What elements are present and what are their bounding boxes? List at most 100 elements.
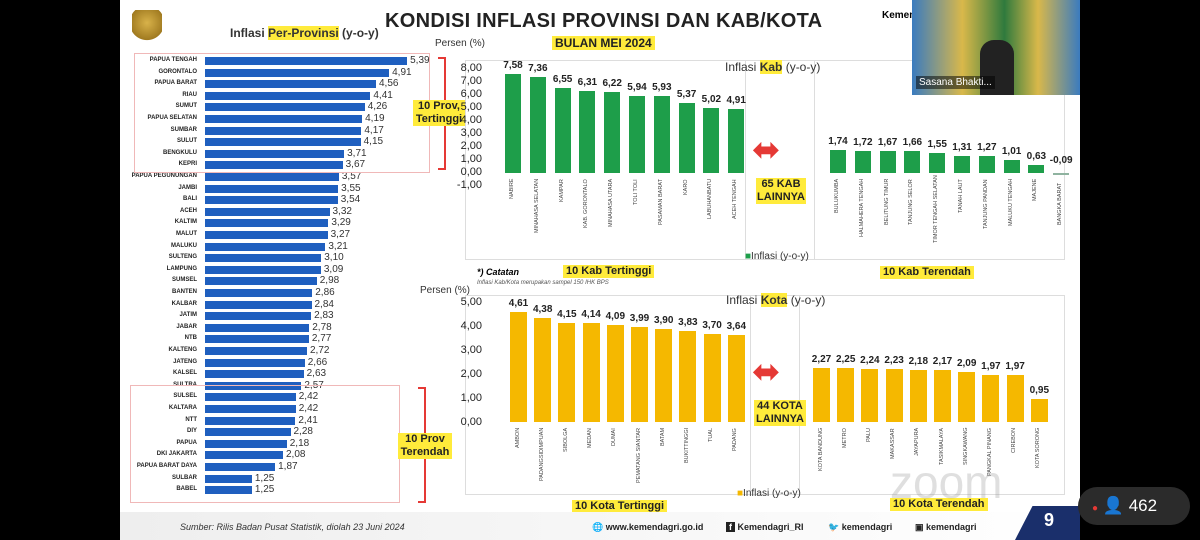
chart-bar [954,155,970,173]
chart-bar [703,107,720,173]
prov-value: 4,17 [364,124,384,136]
prov-label: DKI JAKARTA [156,451,197,458]
prov-label: KALSEL [173,370,197,377]
x-category-label: BUKITTINGGI [683,428,690,464]
y-tick-label: 7,00 [460,75,482,87]
bar-value-label: 3,64 [726,321,747,333]
prov-label: JAMBI [178,184,197,191]
kota-legend-text: Inflasi (y-o-y) [743,488,801,499]
prov-value: 3,54 [340,194,361,206]
chart-bar [728,109,745,173]
y-tick-label: 4,00 [460,320,482,332]
bar-value-label: 2,18 [908,356,929,368]
chart-bar [604,92,621,173]
chart-bar [631,327,648,422]
bar-value-label: 1,01 [1001,145,1022,157]
facebook-icon: f [726,522,735,532]
prov-bar [205,405,296,413]
bar-value-label: 5,37 [676,89,697,101]
prov-value: 2,83 [314,310,334,322]
note-title: *) Catatan [477,267,520,277]
prov-bar [205,358,305,367]
chart-bar [534,317,552,422]
bar-value-label: 4,14 [581,309,601,321]
page-subtitle: BULAN MEI 2024 [552,36,655,50]
footer-web[interactable]: 🌐 www.kemendagri.go.id [592,522,703,533]
prov-label: NTT [185,416,197,423]
chart-bar [653,95,670,173]
footer-web-text: www.kemendagri.go.id [605,522,704,532]
bar-value-label: 4,91 [726,95,746,107]
legend-swatch-icon: ■ [737,488,744,499]
prov-value: 3,09 [323,263,344,275]
y-tick-label: 0,00 [460,416,482,428]
prov-value: 2,72 [310,345,330,356]
prov-bar [205,149,345,158]
kab-double-arrow-icon: ⬌ [752,131,781,169]
bar-value-label: 4,38 [532,303,553,315]
y-tick-label: 1,00 [460,153,482,165]
x-category-label: METRO [841,428,848,448]
prov-label: KEPRI [178,161,197,168]
prov-label: PAPUA BARAT DAYA [136,463,197,469]
prov-bar [205,161,343,170]
prov-value: 3,71 [347,147,367,159]
chart-bar [885,368,903,422]
prov-label: JABAR [176,323,197,330]
y-tick-label: 3,00 [460,344,482,356]
prov-bar [205,196,338,205]
footer-tw-text: kemendagri [841,522,893,532]
prov-label: BENGKULU [163,149,197,156]
bar-value-label: 6,55 [552,73,573,85]
kab-bottom-tag: 10 Kab Terendah [880,266,974,279]
prov-value: 2,42 [298,403,319,414]
chart-bar [554,87,571,173]
kota-divider [750,295,800,495]
footer-instagram[interactable]: ▣ kemendagri [915,522,977,533]
x-category-label: KOTA BANDUNG [817,428,824,472]
kab-chart-title: Inflasi Kab (y-o-y) [725,60,820,74]
x-category-label: PEMATANG SIANTAR [635,428,642,484]
bar-value-label: 2,23 [884,354,904,366]
prov-value: 5,39 [410,55,430,66]
chart-bar [982,375,1000,422]
bar-value-label: 2,09 [956,358,977,370]
prov-label: KALTENG [168,347,197,353]
bar-value-label: 4,61 [508,298,529,310]
footer-facebook[interactable]: f Kemendagri_RI [726,522,804,532]
chart-bar [505,74,521,173]
prov-value: 3,55 [341,182,361,194]
prov-bar [205,312,312,321]
note-text: Inflasi Kab/Kota merupakan sampel 150 IH… [477,280,609,286]
kab-middle-tag: 65 KAB LAINNYA [756,178,806,204]
chart-bar [727,335,745,422]
bar-value-label: 1,66 [902,137,923,149]
kab-title-pre: Inflasi [725,60,760,74]
slide: KONDISI INFLASI PROVINSI DAN KAB/KOTA BU… [120,0,1080,540]
prov-value: 2,28 [293,426,313,438]
prov-bar-chart: PAPUA TENGAH 5,39 GORONTALO 4,91 PAPUA BARAT… [120,0,460,540]
bar-value-label: 1,67 [877,137,898,149]
prov-title-pre: Inflasi [230,26,269,40]
kab-bar-chart: 8,00 7,00 6,00 5,00 4,00 3,00 2,00 1,00 0,00 -1,0… [120,0,1080,540]
footer-twitter[interactable]: 🐦 kemendagri [828,522,892,533]
prov-label: SULBAR [172,474,197,481]
participants-button[interactable]: ● 👤 462 [1078,487,1190,525]
chart-bar [861,368,879,422]
prov-value: 4,19 [365,113,385,124]
kab-title-hl: Kab [759,60,783,74]
bar-value-label: 2,25 [835,354,856,366]
prov-bar [205,451,283,460]
chart-bar [909,370,927,422]
speaker-video[interactable]: Sasana Bhakti... [912,0,1080,95]
chart-bar [1028,164,1045,173]
prov-value: 2,84 [314,298,334,310]
person-icon: 👤 [1102,496,1124,515]
prov-value: 2,86 [315,287,335,298]
x-category-label: CIREBON [1011,428,1018,454]
prov-value: 3,32 [332,205,352,217]
x-category-label: KOTA SORONG [1035,428,1042,469]
prov-bar [205,347,307,355]
bar-value-label: 1,97 [1005,361,1025,373]
prov-label: PAPUA PEGUNUNGAN [131,173,197,179]
